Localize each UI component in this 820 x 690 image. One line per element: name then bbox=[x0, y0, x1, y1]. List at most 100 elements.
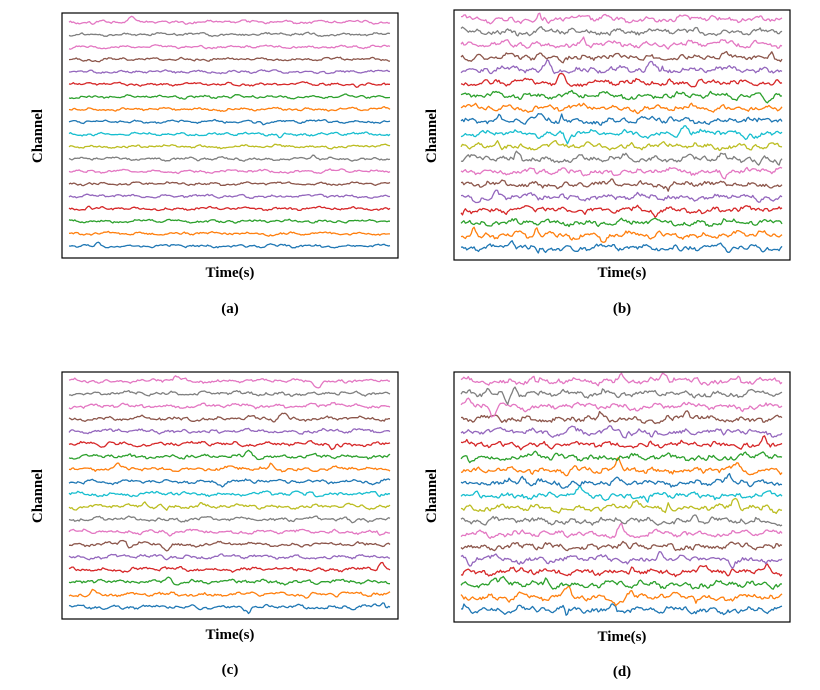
channel-trace-12 bbox=[68, 462, 391, 473]
channel-trace-15 bbox=[68, 427, 391, 435]
channel-trace-5 bbox=[460, 189, 783, 204]
channel-trace-13 bbox=[68, 449, 391, 461]
channel-trace-12 bbox=[68, 105, 391, 112]
panel-b-label: (b) bbox=[613, 301, 631, 317]
channel-trace-3 bbox=[68, 576, 391, 586]
channel-trace-17 bbox=[68, 401, 391, 410]
panel-c-ylabel: Channel bbox=[30, 469, 46, 523]
channel-trace-6 bbox=[68, 539, 391, 552]
panel-a-traces bbox=[68, 15, 391, 249]
channel-trace-18 bbox=[460, 386, 783, 405]
channel-trace-14 bbox=[68, 81, 390, 88]
panel-c: Time(s) Channel (c) bbox=[30, 371, 399, 678]
channel-trace-18 bbox=[460, 26, 783, 37]
channel-trace-17 bbox=[68, 44, 391, 50]
panel-b-frame bbox=[453, 9, 791, 261]
channel-trace-7 bbox=[460, 522, 783, 540]
channel-trace-3 bbox=[68, 218, 391, 224]
panel-d-frame bbox=[453, 371, 791, 623]
channel-trace-12 bbox=[460, 456, 783, 477]
channel-trace-10 bbox=[460, 125, 783, 145]
panel-a-ylabel: Channel bbox=[30, 109, 46, 163]
channel-trace-19 bbox=[460, 372, 783, 387]
channel-trace-5 bbox=[460, 550, 783, 569]
panel-b-ylabel: Channel bbox=[424, 109, 440, 163]
channel-trace-10 bbox=[68, 131, 391, 139]
channel-trace-1 bbox=[460, 603, 783, 616]
panel-b-xlabel: Time(s) bbox=[598, 265, 647, 281]
channel-trace-4 bbox=[68, 561, 391, 574]
channel-trace-3 bbox=[460, 575, 783, 590]
panel-d-xlabel: Time(s) bbox=[598, 629, 647, 645]
channel-trace-10 bbox=[460, 485, 783, 503]
panel-d-label: (d) bbox=[613, 664, 631, 680]
panel-c-frame bbox=[61, 371, 399, 620]
channel-trace-19 bbox=[461, 12, 783, 25]
panel-a-label: (a) bbox=[221, 301, 239, 317]
channel-trace-2 bbox=[460, 226, 783, 243]
channel-trace-8 bbox=[460, 150, 783, 166]
channel-trace-10 bbox=[68, 490, 391, 498]
channel-trace-2 bbox=[68, 230, 390, 237]
channel-trace-16 bbox=[460, 50, 783, 64]
channel-trace-16 bbox=[68, 56, 391, 63]
channel-trace-13 bbox=[460, 450, 783, 464]
channel-trace-2 bbox=[68, 588, 391, 599]
channel-trace-15 bbox=[69, 69, 391, 75]
channel-trace-8 bbox=[68, 515, 391, 524]
channel-trace-9 bbox=[68, 143, 391, 150]
channel-trace-3 bbox=[460, 217, 783, 228]
channel-trace-16 bbox=[460, 410, 783, 425]
channel-trace-8 bbox=[460, 514, 783, 527]
channel-trace-19 bbox=[68, 375, 391, 389]
channel-trace-9 bbox=[460, 497, 783, 515]
channel-trace-11 bbox=[460, 472, 783, 489]
channel-trace-13 bbox=[460, 89, 783, 104]
channel-trace-7 bbox=[68, 168, 391, 175]
channel-trace-1 bbox=[68, 241, 391, 249]
panel-b: Time(s) Channel (b) bbox=[424, 9, 791, 317]
channel-trace-7 bbox=[68, 528, 390, 537]
panel-a-frame bbox=[61, 12, 399, 259]
channel-trace-11 bbox=[68, 478, 391, 488]
channel-trace-15 bbox=[460, 59, 783, 75]
channel-trace-19 bbox=[68, 15, 391, 25]
panel-c-traces bbox=[68, 375, 391, 615]
panel-a-xlabel: Time(s) bbox=[206, 265, 255, 281]
channel-trace-1 bbox=[68, 602, 391, 615]
panel-c-label: (c) bbox=[222, 662, 239, 678]
panel-b-traces bbox=[460, 12, 783, 254]
channel-trace-4 bbox=[460, 204, 783, 218]
channel-trace-7 bbox=[460, 166, 783, 180]
channel-trace-15 bbox=[460, 425, 783, 439]
channel-trace-18 bbox=[68, 31, 391, 38]
panel-d-traces bbox=[460, 372, 783, 616]
channel-trace-12 bbox=[460, 102, 783, 115]
panel-c-xlabel: Time(s) bbox=[206, 627, 255, 643]
panel-a: Time(s) Channel (a) bbox=[30, 12, 399, 317]
channel-trace-8 bbox=[68, 154, 391, 162]
channel-trace-13 bbox=[68, 93, 391, 100]
channel-trace-4 bbox=[68, 205, 391, 212]
channel-trace-14 bbox=[68, 440, 391, 451]
channel-trace-6 bbox=[460, 540, 783, 552]
channel-trace-14 bbox=[460, 435, 783, 451]
channel-trace-4 bbox=[460, 563, 783, 578]
panel-d-ylabel: Channel bbox=[424, 469, 440, 523]
channel-trace-9 bbox=[460, 139, 783, 152]
channel-trace-14 bbox=[460, 72, 783, 88]
channel-trace-2 bbox=[460, 585, 783, 607]
panel-d: Time(s) Channel (d) bbox=[424, 371, 791, 680]
channel-trace-6 bbox=[460, 178, 783, 192]
channel-trace-18 bbox=[68, 389, 391, 397]
channel-trace-1 bbox=[460, 240, 783, 254]
channel-trace-5 bbox=[68, 553, 391, 561]
channel-trace-6 bbox=[68, 181, 391, 187]
channel-trace-17 bbox=[460, 397, 783, 418]
channel-trace-9 bbox=[68, 501, 391, 511]
channel-trace-17 bbox=[460, 36, 783, 50]
channel-trace-16 bbox=[68, 412, 390, 423]
channel-trace-5 bbox=[68, 193, 390, 199]
channel-trace-11 bbox=[460, 112, 783, 126]
